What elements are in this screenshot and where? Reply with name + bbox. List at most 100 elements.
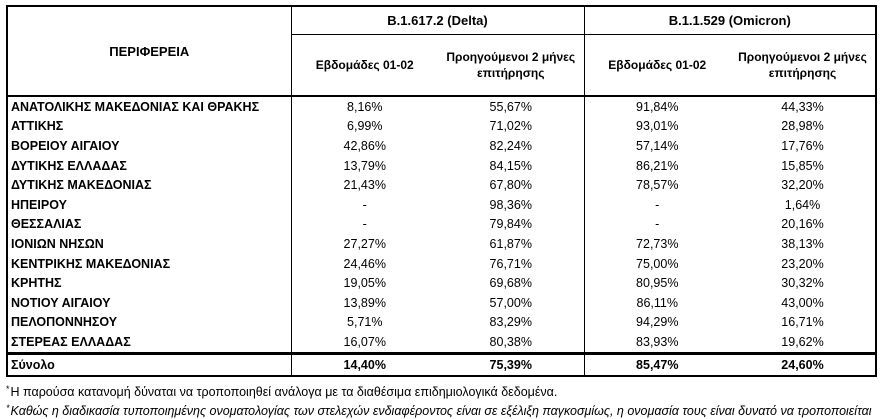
delta-prev-value: 80,38%	[489, 334, 532, 349]
delta-prev-value: 61,87%	[489, 236, 532, 251]
table-row: ΚΕΝΤΡΙΚΗΣ ΜΑΚΕΔΟΝΙΑΣ 24,46% 76,71% 75,00…	[7, 253, 876, 274]
omicron-weeks-value: -	[583, 214, 730, 235]
region-name: ΔΥΤΙΚΗΣ ΕΛΛΑΔΑΣ	[11, 158, 127, 173]
total-delta-prev-value: 75,39%	[438, 351, 584, 376]
omicron-weeks-header: Εβδομάδες 01-02	[583, 34, 730, 97]
omicron-prev-value: 19,62%	[781, 334, 824, 349]
delta-prev-value: 57,00%	[489, 295, 532, 310]
table-row: ΑΝΑΤΟΛΙΚΗΣ ΜΑΚΕΔΟΝΙΑΣ ΚΑΙ ΘΡΑΚΗΣ 8,16% 5…	[7, 96, 876, 117]
omicron-weeks-value: 86,21%	[583, 155, 730, 176]
omicron-prev-value: 32,20%	[781, 178, 824, 193]
total-omicron-weeks-value: 85,47%	[583, 351, 730, 376]
table-row: ΣΤΕΡΕΑΣ ΕΛΛΑΔΑΣ 16,07% 80,38% 83,93% 19,…	[7, 332, 876, 354]
footnote-1-text: Η παρούσα κατανομή δύναται να τροποποιηθ…	[10, 384, 558, 399]
table-row: ΗΠΕΙΡΟΥ - 98,36% - 1,64%	[7, 194, 876, 215]
region-name: ΔΥΤΙΚΗΣ ΜΑΚΕΔΟΝΙΑΣ	[11, 178, 152, 193]
omicron-prev-value: 43,00%	[781, 295, 824, 310]
table-row: ΚΡΗΤΗΣ 19,05% 69,68% 80,95% 30,32%	[7, 273, 876, 293]
group-header-row: ΠΕΡΙΦΕΡΕΙΑ B.1.617.2 (Delta) B.1.1.529 (…	[7, 6, 877, 97]
delta-prev-value: 67,80%	[489, 178, 532, 193]
omicron-prev-value: 17,76%	[781, 138, 824, 153]
omicron-weeks-value: 78,57%	[583, 175, 730, 195]
table-row: ΒΟΡΕΙΟΥ ΑΙΓΑΙΟΥ 42,86% 82,24% 57,14% 17,…	[7, 136, 876, 156]
delta-prev-value: 83,29%	[489, 315, 532, 330]
omicron-prev-value: 28,98%	[781, 119, 824, 134]
footnote-2-marker: *	[6, 402, 10, 413]
region-name: ΑΝΑΤΟΛΙΚΗΣ ΜΑΚΕΔΟΝΙΑΣ ΚΑΙ ΘΡΑΚΗΣ	[11, 99, 260, 114]
footnote-1: *Η παρούσα κατανομή δύναται να τροποποιη…	[6, 381, 880, 400]
delta-weeks-value: -	[290, 214, 438, 235]
total-omicron-prev-value: 24,60%	[730, 351, 877, 376]
delta-prev-value: 55,67%	[489, 99, 532, 114]
omicron-prev-value: 30,32%	[781, 276, 824, 291]
omicron-weeks-value: 72,73%	[583, 234, 730, 254]
table-row: ΔΥΤΙΚΗΣ ΕΛΛΑΔΑΣ 13,79% 84,15% 86,21% 15,…	[7, 155, 876, 176]
omicron-weeks-value: 94,29%	[583, 312, 730, 333]
delta-weeks-value: 24,46%	[290, 253, 438, 274]
omicron-prev-value: 20,16%	[781, 217, 824, 232]
variant-distribution-page: ΠΕΡΙΦΕΡΕΙΑ B.1.617.2 (Delta) B.1.1.529 (…	[0, 5, 880, 418]
delta-weeks-value: 42,86%	[290, 136, 438, 156]
omicron-weeks-value: 83,93%	[583, 332, 730, 354]
footnote-2: *Καθώς η διαδικασία τυποποιημένης ονοματ…	[6, 400, 880, 419]
delta-weeks-header: Εβδομάδες 01-02	[290, 34, 438, 97]
region-name: ΙΟΝΙΩΝ ΝΗΣΩΝ	[11, 236, 104, 251]
delta-weeks-value: 13,79%	[290, 155, 438, 176]
omicron-weeks-value: 57,14%	[583, 136, 730, 156]
region-name: ΚΕΝΤΡΙΚΗΣ ΜΑΚΕΔΟΝΙΑΣ	[11, 256, 171, 271]
table-row: ΑΤΤΙΚΗΣ 6,99% 71,02% 93,01% 28,98%	[7, 116, 876, 137]
delta-weeks-value: 13,89%	[290, 292, 438, 313]
variant-distribution-table: ΠΕΡΙΦΕΡΕΙΑ B.1.617.2 (Delta) B.1.1.529 (…	[6, 5, 878, 377]
table-row: ΠΕΛΟΠΟΝΝΗΣΟΥ 5,71% 83,29% 94,29% 16,71%	[7, 312, 876, 333]
delta-prev-value: 71,02%	[489, 119, 532, 134]
omicron-weeks-value: 93,01%	[583, 116, 730, 137]
delta-prev-value: 98,36%	[489, 197, 532, 212]
delta-weeks-value: 8,16%	[290, 96, 438, 117]
region-name: ΣΤΕΡΕΑΣ ΕΛΛΑΔΑΣ	[11, 334, 131, 349]
delta-weeks-value: 5,71%	[290, 312, 438, 333]
delta-prev-value: 76,71%	[489, 256, 532, 271]
region-name: ΘΕΣΣΑΛΙΑΣ	[11, 217, 82, 232]
footnotes: *Η παρούσα κατανομή δύναται να τροποποιη…	[6, 381, 880, 419]
total-row: Σύνολο 14,40% 75,39% 85,47% 24,60%	[7, 351, 877, 376]
table-row: ΙΟΝΙΩΝ ΝΗΣΩΝ 27,27% 61,87% 72,73% 38,13%	[7, 234, 876, 254]
omicron-group-header: B.1.1.529 (Omicron)	[583, 6, 877, 35]
delta-prev-months-header: Προηγούμενοι 2 μήνες επιτήρησης	[438, 34, 584, 97]
table-row: ΝΟΤΙΟΥ ΑΙΓΑΙΟΥ 13,89% 57,00% 86,11% 43,0…	[7, 292, 876, 313]
delta-prev-value: 79,84%	[489, 217, 532, 232]
omicron-prev-value: 44,33%	[781, 99, 824, 114]
omicron-prev-value: 38,13%	[781, 236, 824, 251]
omicron-weeks-value: 91,84%	[583, 96, 730, 117]
omicron-prev-value: 16,71%	[781, 315, 824, 330]
subheader-row: Εβδομάδες 01-02 Προηγούμενοι 2 μήνες επι…	[7, 34, 877, 97]
region-name: ΒΟΡΕΙΟΥ ΑΙΓΑΙΟΥ	[11, 138, 120, 153]
delta-prev-value: 82,24%	[489, 138, 532, 153]
total-delta-weeks-value: 14,40%	[290, 351, 438, 376]
delta-prev-value: 84,15%	[489, 158, 532, 173]
region-name: ΚΡΗΤΗΣ	[11, 276, 62, 291]
omicron-weeks-value: 75,00%	[583, 253, 730, 274]
table-row: ΘΕΣΣΑΛΙΑΣ - 79,84% - 20,16%	[7, 214, 876, 235]
region-name: ΠΕΛΟΠΟΝΝΗΣΟΥ	[11, 315, 118, 330]
region-name: ΑΤΤΙΚΗΣ	[11, 119, 64, 134]
omicron-prev-value: 1,64%	[784, 197, 821, 212]
omicron-weeks-value: -	[583, 194, 730, 215]
delta-group-header: B.1.617.2 (Delta)	[290, 6, 584, 35]
omicron-weeks-value: 80,95%	[583, 273, 730, 293]
delta-weeks-value: 6,99%	[290, 116, 438, 137]
delta-weeks-value: 21,43%	[290, 175, 438, 195]
omicron-weeks-value: 86,11%	[583, 292, 730, 313]
region-name: ΝΟΤΙΟΥ ΑΙΓΑΙΟΥ	[11, 295, 111, 310]
delta-weeks-value: -	[290, 194, 438, 215]
delta-weeks-value: 19,05%	[290, 273, 438, 293]
omicron-prev-value: 15,85%	[781, 158, 824, 173]
delta-weeks-value: 27,27%	[290, 234, 438, 254]
total-label: Σύνολο	[7, 351, 291, 376]
delta-prev-value: 69,68%	[489, 276, 532, 291]
region-name: ΗΠΕΙΡΟΥ	[11, 197, 67, 212]
omicron-prev-months-header: Προηγούμενοι 2 μήνες επιτήρησης	[730, 34, 877, 97]
footnote-1-marker: *	[6, 383, 10, 394]
delta-weeks-value: 16,07%	[290, 332, 438, 354]
region-column-header: ΠΕΡΙΦΕΡΕΙΑ	[7, 6, 291, 97]
omicron-prev-value: 23,20%	[781, 256, 824, 271]
